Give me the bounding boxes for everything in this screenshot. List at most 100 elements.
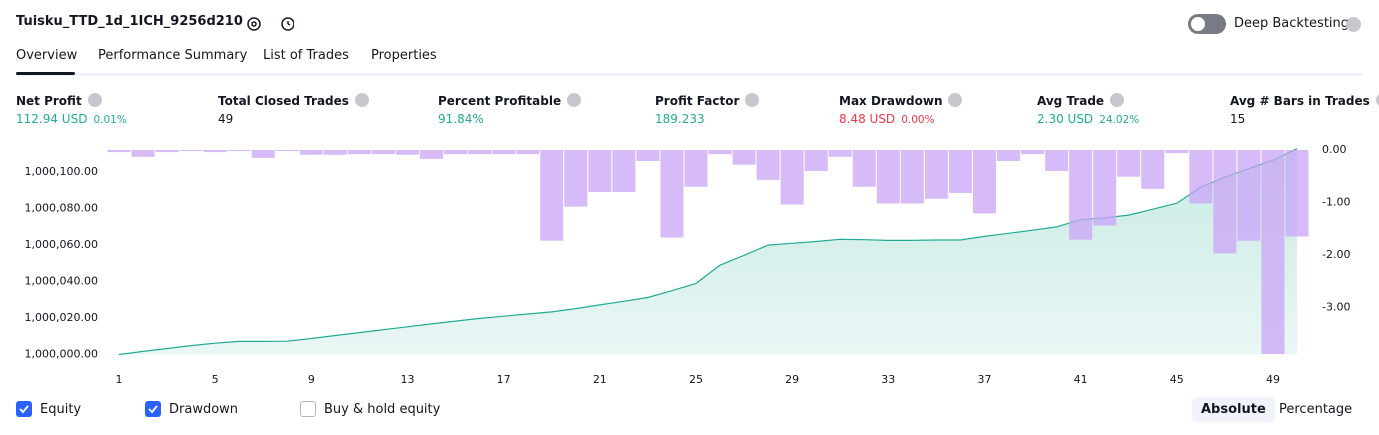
x-tick-label: 29 (785, 373, 799, 386)
drawdown-bar (1021, 150, 1045, 155)
metric-value: 91.84% (438, 112, 484, 126)
drawdown-bar (107, 150, 131, 153)
drawdown-bar (492, 150, 516, 155)
drawdown-bar (948, 150, 972, 193)
legend-toggle[interactable]: Equity (16, 401, 81, 417)
y-tick-label: 1,000,000.00 (25, 348, 98, 361)
legend-toggle[interactable]: Drawdown (145, 401, 238, 417)
deep-label: Deep Backtesting (1234, 16, 1350, 31)
check (19, 405, 29, 414)
drawdown-bar (1189, 150, 1213, 204)
y-tick-label: 1,000,040.00 (25, 275, 98, 288)
active-tab-underline (16, 72, 75, 75)
legend-label: Buy & hold equity (324, 401, 441, 417)
metric-label: Percent Profitable (438, 93, 582, 108)
metric-value: 189.233 (655, 112, 705, 126)
drawdown-bar (1117, 150, 1141, 177)
metric-label: Max Drawdown (839, 93, 963, 108)
drawdown-bar (660, 150, 684, 238)
drawdown-bar (828, 150, 852, 157)
drawdown-bar (395, 150, 420, 155)
tab[interactable]: Performance Summary (98, 48, 248, 63)
drawdown-bar (804, 150, 828, 171)
x-tick-label: 1 (116, 373, 123, 386)
drawdown-bar (1141, 150, 1165, 189)
drawdown-bar (876, 150, 900, 204)
x-tick-label: 17 (497, 373, 511, 386)
drawdown-bar (155, 150, 179, 153)
checkbox (300, 401, 316, 417)
metric-value: 8.48 USD 0.00% (839, 112, 935, 126)
drawdown-bar (227, 150, 251, 152)
metric-value-text: 91.84% (438, 112, 484, 126)
metric-value: 2.30 USD 24.02% (1037, 112, 1139, 126)
legend-toggle[interactable]: Buy & hold equity (300, 401, 440, 417)
y-tick-label: 1,000,080.00 (25, 202, 98, 215)
x-tick-label: 21 (593, 373, 607, 386)
metric-value: 112.94 USD 0.01% (16, 112, 127, 126)
x-tick-label: 45 (1170, 373, 1184, 386)
metric-value-text: 8.48 USD (839, 112, 896, 126)
drawdown-bar (444, 150, 468, 155)
drawdown-bar (468, 150, 492, 155)
metric-label: Avg Trade (1037, 93, 1125, 108)
deep-toggle[interactable] (1188, 14, 1226, 34)
x-tick-label: 49 (1266, 373, 1280, 386)
drawdown-bar (612, 150, 636, 192)
drawdown-bar (588, 150, 612, 192)
x-tick-label: 41 (1074, 373, 1088, 386)
drawdown-bar (131, 150, 155, 157)
x-tick-label: 5 (212, 373, 219, 386)
drawdown-bar (1261, 150, 1285, 354)
metric-percent: 0.01% (93, 114, 127, 126)
tabs-divider (16, 73, 1363, 76)
drawdown-bar (1213, 150, 1237, 254)
checkbox (145, 401, 161, 417)
drawdown-bar (780, 150, 804, 205)
drawdown-bar (1165, 150, 1189, 154)
info-icon (745, 93, 760, 107)
y-tick-label: 1,000,060.00 (25, 238, 98, 251)
drawdown-bar (852, 150, 876, 187)
header-icons[interactable] (244, 14, 294, 34)
metric-value: 15 (1230, 112, 1245, 126)
scale-mode-button[interactable]: Absolute (1192, 397, 1275, 422)
metric-value-text: 112.94 USD (16, 112, 88, 126)
legend-label: Drawdown (169, 401, 239, 417)
drawdown-bar (1045, 150, 1069, 171)
info-icon (87, 93, 102, 107)
drawdown-bar (203, 150, 227, 153)
drawdown-bar (1093, 150, 1117, 226)
info-icon (948, 93, 963, 107)
y-tick-label: 1,000,020.00 (25, 311, 98, 324)
metric-label: Profit Factor (655, 93, 760, 108)
drawdown-bar (323, 150, 347, 155)
drawdown-bar (972, 150, 996, 214)
y-tick-label: 1,000,100.00 (25, 165, 98, 178)
metric-value-text: 2.30 USD (1037, 112, 1094, 126)
check (148, 405, 158, 414)
checkbox (16, 401, 32, 417)
tab[interactable]: Overview (16, 48, 78, 63)
metric-value: 49 (218, 112, 233, 126)
drawdown-bar (900, 150, 924, 204)
x-tick-label: 25 (689, 373, 703, 386)
metric-label: Avg # Bars in Trades (1230, 93, 1379, 108)
scale-mode-button[interactable]: Percentage (1279, 402, 1353, 417)
x-tick-label: 9 (308, 373, 315, 386)
drawdown-bar (1069, 150, 1093, 240)
tab[interactable]: List of Trades (263, 48, 349, 63)
drawdown-bar (540, 150, 564, 241)
tab[interactable]: Properties (371, 48, 437, 63)
y2-tick-label: -2.00 (1322, 248, 1350, 261)
drawdown-bar (636, 150, 660, 162)
drawdown-bar (179, 150, 203, 152)
drawdown-bar (275, 150, 299, 151)
help-icon[interactable] (1346, 17, 1361, 32)
y2-tick-label: -1.00 (1322, 195, 1350, 208)
info-icon (354, 93, 369, 107)
info-icon (567, 93, 582, 107)
drawdown-bar (708, 150, 732, 155)
drawdown-bar (516, 150, 540, 155)
x-tick-label: 33 (881, 373, 895, 386)
